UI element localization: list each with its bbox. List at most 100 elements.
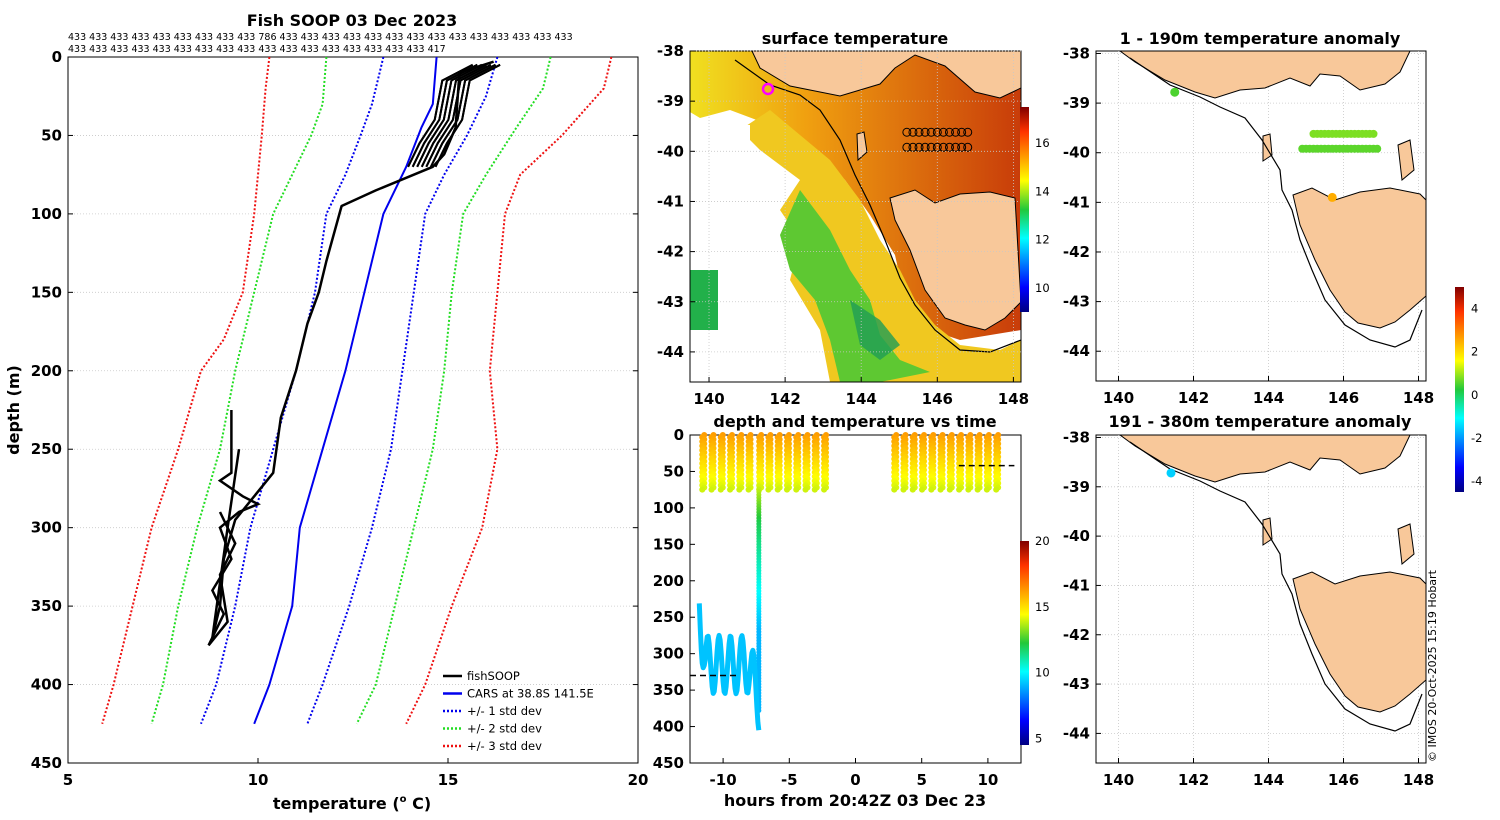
profile-series xyxy=(101,56,613,725)
time-cast-point xyxy=(727,486,734,493)
sst-cool-shelf xyxy=(740,110,1021,382)
time-casts xyxy=(690,432,1015,731)
anom2-gridlines xyxy=(1096,435,1426,763)
legend-label: +/- 1 std dev xyxy=(467,704,542,718)
profile-xlabel: temperature (o C) xyxy=(273,794,431,813)
anom1-ytick-label: -42 xyxy=(1063,243,1090,261)
time-ytick-label: 350 xyxy=(653,681,684,699)
sst-green-shelf xyxy=(780,190,930,382)
profile-ytick-label: 450 xyxy=(31,754,62,772)
sst-ytick-label: -41 xyxy=(657,192,684,210)
anomaly-colorbar-label: 2 xyxy=(1471,345,1478,359)
profile-line--3-std-dev-lower- xyxy=(101,56,271,725)
copyright-text: © IMOS 20-Oct-2025 15:19 Hobart xyxy=(1426,569,1439,762)
time-title: depth and temperature vs time xyxy=(713,412,996,431)
sst-colorbar-ticks: 10 12 14 16 xyxy=(1035,136,1050,295)
sst-mainland xyxy=(751,51,1021,99)
time-cast-point xyxy=(811,486,818,493)
anom1-ytick-label: -39 xyxy=(1063,94,1090,112)
anom2-xtick-label: 146 xyxy=(1328,771,1359,789)
anom1-xtick-label: 140 xyxy=(1103,389,1134,407)
profile-gridlines xyxy=(68,135,638,685)
profile-line--2-std-dev-lower- xyxy=(150,56,328,725)
anom2-king-island xyxy=(1262,517,1273,546)
anomaly-panel-2: 191 - 380m temperature anomaly 140 142 144… xyxy=(1063,412,1434,789)
anom1-xtick-label: 146 xyxy=(1328,389,1359,407)
time-deep-trace xyxy=(696,603,762,731)
sst-current-position-marker xyxy=(761,82,775,96)
sst-station-marker xyxy=(944,127,954,137)
profile-ytick-label: 400 xyxy=(31,676,62,694)
anom1-flinders-island xyxy=(1397,139,1415,181)
sst-station-markers xyxy=(902,127,973,152)
sst-shelf-contour xyxy=(734,59,1021,353)
time-ytick-label: 0 xyxy=(674,426,684,444)
sst-station-marker xyxy=(963,142,973,152)
time-cast-point xyxy=(891,486,898,493)
profile-count-line-2: 433 433 433 433 433 433 433 433 433 433 … xyxy=(68,44,446,55)
time-ytick-label: 200 xyxy=(653,572,684,590)
profile-x-ticks: 5 10 15 20 xyxy=(63,758,648,789)
anom2-ytick-label: -41 xyxy=(1063,576,1090,594)
time-cast-point xyxy=(774,486,781,493)
profile-fishsoop-trace xyxy=(407,63,474,168)
profile-line--1-std-dev-lower- xyxy=(200,56,385,725)
time-colorbar-ticks: 5 10 15 20 xyxy=(1035,534,1050,745)
sst-panel: surface temperature 140 142 144 146 148 -38 -3… xyxy=(657,29,1050,408)
time-cast-point xyxy=(937,486,944,493)
time-cast-point xyxy=(900,486,907,493)
profile-ytick-label: 50 xyxy=(41,126,62,144)
sst-field xyxy=(690,51,1021,382)
sst-station-marker xyxy=(938,127,948,137)
sst-station-marker xyxy=(908,127,918,137)
time-cast-point xyxy=(983,486,990,493)
sst-ytick-label: -43 xyxy=(657,293,684,311)
anom2-xtick-label: 144 xyxy=(1253,771,1284,789)
profile-ytick-label: 300 xyxy=(31,519,62,537)
time-cast-point xyxy=(708,486,715,493)
time-ytick-label: 150 xyxy=(653,535,684,553)
sst-ytick-label: -40 xyxy=(657,142,684,160)
anom1-point xyxy=(1170,87,1180,97)
anomaly-panel-1: 1 - 190m temperature anomaly 140 142 144 14… xyxy=(1063,29,1434,407)
anom1-xtick-label: 142 xyxy=(1178,389,1209,407)
profile-ytick-label: 350 xyxy=(31,597,62,615)
sst-station-marker xyxy=(938,142,948,152)
sst-title: surface temperature xyxy=(762,29,949,48)
anom2-ytick-label: -38 xyxy=(1063,428,1090,446)
sst-station-marker xyxy=(902,127,912,137)
sst-west-patch xyxy=(690,270,718,330)
anom1-ytick-label: -41 xyxy=(1063,193,1090,211)
profile-fishsoop-trace xyxy=(434,63,501,168)
profile-ytick-label: 100 xyxy=(31,205,62,223)
profile-line--1-std-dev-upper- xyxy=(306,56,499,725)
anom1-tasmania xyxy=(1292,187,1426,329)
anom1-station-point xyxy=(1373,144,1382,153)
anomaly-colorbar-label: 4 xyxy=(1471,302,1478,316)
time-cast-point xyxy=(956,486,963,493)
profile-fishsoop-trace xyxy=(425,63,492,168)
profile-line--3-std-dev-upper- xyxy=(405,56,613,725)
sst-xtick-label: 142 xyxy=(769,390,800,408)
profile-line-fishsoop xyxy=(211,60,494,639)
legend-label: +/- 2 std dev xyxy=(467,722,542,736)
sst-ytick-label: -44 xyxy=(657,343,684,361)
profile-fishsoop-trace xyxy=(411,63,478,168)
time-ytick-label: 250 xyxy=(653,608,684,626)
profile-fishsoop-trace xyxy=(430,63,496,168)
profile-ytick-label: 200 xyxy=(31,362,62,380)
profile-xtick-label: 5 xyxy=(63,771,73,789)
anom1-title: 1 - 190m temperature anomaly xyxy=(1120,29,1401,48)
sst-gridlines xyxy=(690,50,1021,382)
profile-ytick-label: 250 xyxy=(31,440,62,458)
anom1-mainland xyxy=(1119,51,1411,99)
sst-xtick-label: 144 xyxy=(846,390,877,408)
sst-station-marker xyxy=(951,142,961,152)
time-cast-point xyxy=(793,486,800,493)
sst-ytick-label: -42 xyxy=(657,243,684,261)
anomaly-colorbar-label: 0 xyxy=(1471,388,1478,402)
time-colorbar-label: 20 xyxy=(1035,534,1050,548)
profile-fishsoop-deep-trace xyxy=(207,410,261,647)
time-ytick-label: 400 xyxy=(653,718,684,736)
